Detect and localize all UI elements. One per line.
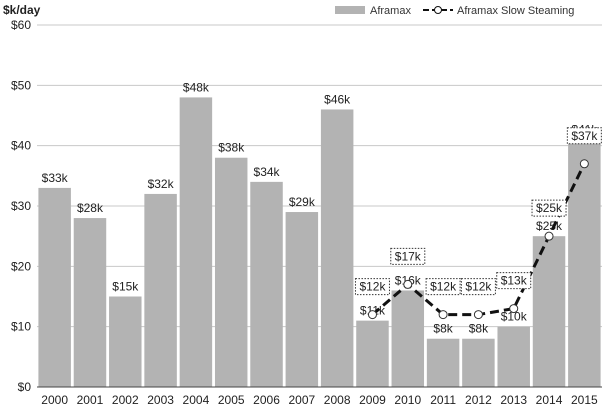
line-point-2013 <box>509 304 519 314</box>
bar-2006 <box>250 181 283 387</box>
y-tick-label: $40 <box>11 139 31 153</box>
bar-2004 <box>179 97 213 388</box>
x-tick-label: 2012 <box>465 393 492 407</box>
y-tick-label: $10 <box>11 320 31 334</box>
x-tick-label: 2011 <box>430 393 456 407</box>
line-point-2010 <box>403 279 413 289</box>
line-point-2015 <box>579 159 589 169</box>
line-label-box-2011 <box>425 278 461 296</box>
x-axis-ticks: 2000 2001 2002 2003 2004 2005 2006 2007 2008 2009… <box>41 393 598 407</box>
bar-label-2001: $28k <box>77 201 104 215</box>
x-tick-label: 2007 <box>288 393 315 407</box>
line-label-box-2012 <box>460 278 496 296</box>
line-label-2014: $25k <box>536 201 563 215</box>
y-tick-label: $60 <box>11 18 31 32</box>
bar-label-2004: $48k <box>183 80 210 94</box>
x-tick-label: 2006 <box>253 393 280 407</box>
bar-label-2006: $34k <box>254 165 281 179</box>
slow-steaming-line: $12k $17k $12k $12k $13k $25k $37k <box>354 127 602 320</box>
x-tick-label: 2013 <box>500 393 527 407</box>
bar-2003 <box>144 193 177 387</box>
bar-label-2014: $25k <box>536 219 563 233</box>
line-label-2013: $13k <box>501 274 528 288</box>
x-tick-label: 2000 <box>41 393 68 407</box>
x-tick-label: 2002 <box>112 393 139 407</box>
x-tick-label: 2015 <box>571 393 598 407</box>
bar-label-2002: $15k <box>112 280 139 294</box>
x-tick-label: 2014 <box>536 393 563 407</box>
bar-2007 <box>285 212 319 387</box>
x-tick-label: 2010 <box>394 393 421 407</box>
line-label-2015: $37k <box>571 129 598 143</box>
bar-2015 <box>568 139 601 387</box>
x-tick-label: 2008 <box>324 393 351 407</box>
bar-2001 <box>73 218 107 387</box>
bar-2010 <box>391 290 425 387</box>
bar-2000 <box>38 187 71 387</box>
y-tick-label: $0 <box>18 380 32 394</box>
line-label-2012: $12k <box>465 280 492 294</box>
bar-2014 <box>532 236 566 387</box>
legend-swatch-aframax <box>335 6 365 14</box>
line-label-box-2009 <box>354 278 390 296</box>
line-label-box-2014 <box>531 199 567 217</box>
legend-swatch-slow-steaming-marker <box>434 6 442 14</box>
y-tick-label: $50 <box>11 78 31 92</box>
line-point-2014 <box>544 231 554 241</box>
y-tick-label: $30 <box>11 199 31 213</box>
y-axis-ticks: $0 $10 $20 $30 $40 $50 $60 <box>11 18 31 394</box>
x-tick-label: 2001 <box>77 393 104 407</box>
bar-2005 <box>214 157 248 387</box>
line-point-2012 <box>473 310 483 320</box>
bars <box>38 97 601 388</box>
bar-label-2003: $32k <box>148 177 175 191</box>
line-label-2009: $12k <box>359 280 386 294</box>
bar-2011 <box>426 338 460 387</box>
bar-label-2012: $8k <box>469 322 489 336</box>
legend-label-slow-steaming: Aframax Slow Steaming <box>457 5 574 17</box>
line-label-box-2013 <box>496 272 532 290</box>
bar-2008 <box>320 109 354 387</box>
x-tick-label: 2005 <box>218 393 245 407</box>
bar-2013 <box>497 326 530 387</box>
bar-label-2000: $33k <box>42 171 69 185</box>
bar-2012 <box>462 338 495 387</box>
bar-label-2011: $8k <box>433 322 453 336</box>
line-label-2011: $12k <box>430 280 457 294</box>
bar-label-2007: $29k <box>289 195 316 209</box>
bar-label-2013: $10k <box>501 310 528 324</box>
legend-label-aframax: Aframax <box>370 5 411 17</box>
bar-2009 <box>356 320 389 387</box>
line-point-2009 <box>367 310 377 320</box>
bar-label-2005: $38k <box>218 141 245 155</box>
line-label-2010: $17k <box>395 249 422 263</box>
line-point-2011 <box>438 310 448 320</box>
bar-label-2008: $46k <box>324 92 351 106</box>
x-tick-label: 2004 <box>183 393 210 407</box>
legend: Aframax Aframax Slow Steaming <box>335 5 574 17</box>
line-label-box-2010 <box>390 247 426 265</box>
y-axis-label: $k/day <box>3 3 41 17</box>
x-tick-label: 2009 <box>359 393 386 407</box>
y-tick-label: $20 <box>11 259 31 273</box>
bar-2002 <box>109 296 142 387</box>
line-label-box-2015 <box>566 127 602 145</box>
x-tick-label: 2003 <box>147 393 174 407</box>
